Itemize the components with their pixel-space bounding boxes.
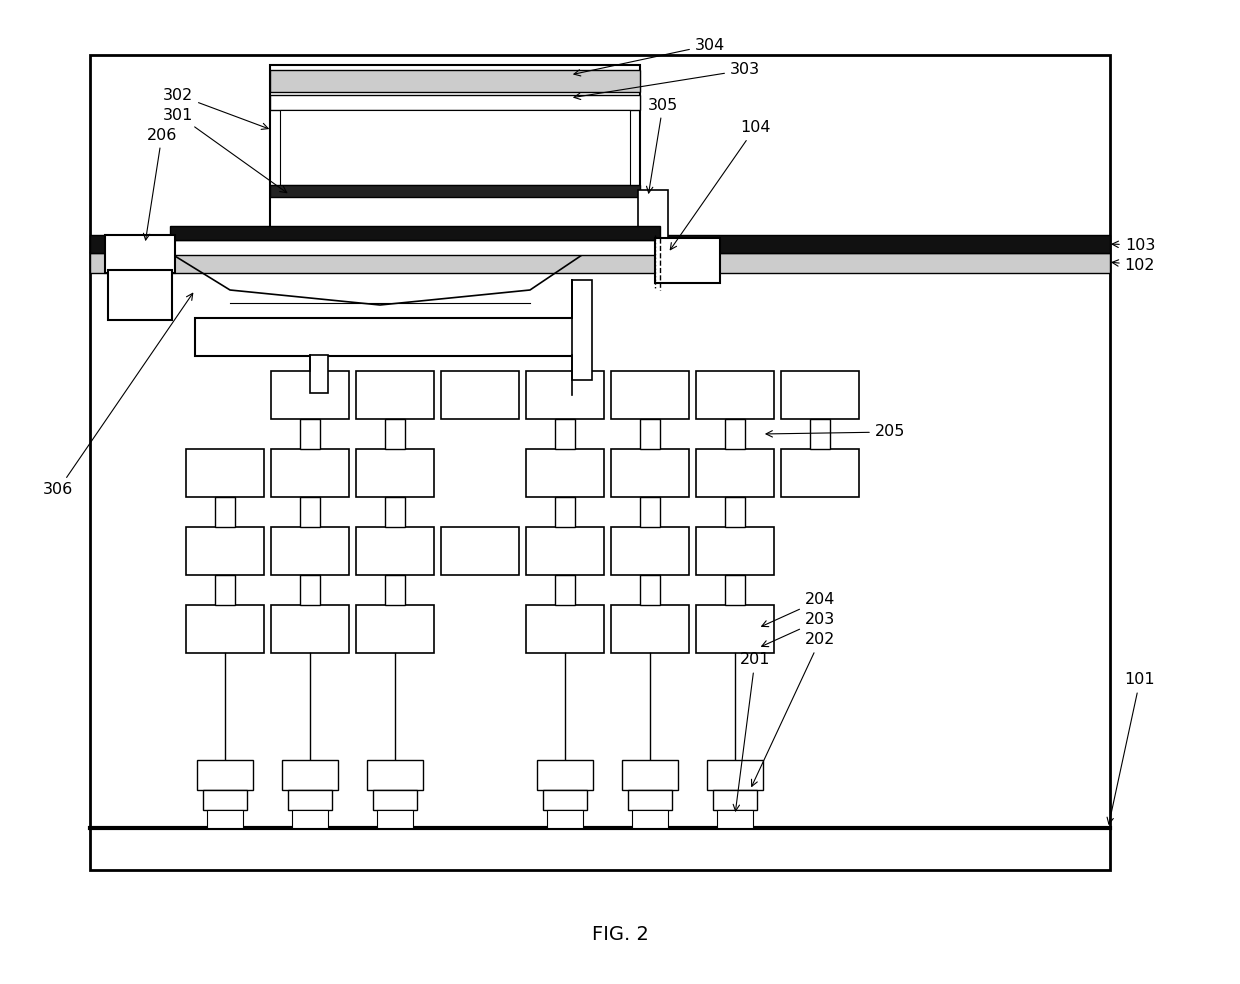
Bar xyxy=(537,760,593,790)
Bar xyxy=(639,190,668,238)
Bar xyxy=(655,238,720,283)
Bar xyxy=(356,527,434,575)
Bar xyxy=(197,760,253,790)
Bar xyxy=(195,318,575,356)
Bar xyxy=(300,575,320,605)
Bar xyxy=(441,371,520,419)
Text: 305: 305 xyxy=(646,97,678,193)
Bar xyxy=(300,419,320,449)
Text: 302: 302 xyxy=(162,88,268,129)
Bar xyxy=(384,497,405,527)
Bar xyxy=(186,527,264,575)
Bar xyxy=(556,419,575,449)
Bar xyxy=(272,605,348,653)
Bar xyxy=(288,790,332,810)
Bar xyxy=(611,527,689,575)
Bar xyxy=(384,575,405,605)
Bar xyxy=(696,527,774,575)
Bar xyxy=(281,760,339,790)
Bar xyxy=(105,235,175,273)
Bar xyxy=(713,790,756,810)
Text: 306: 306 xyxy=(43,293,192,498)
Bar xyxy=(526,527,604,575)
Text: 104: 104 xyxy=(671,120,770,250)
Text: FIG. 2: FIG. 2 xyxy=(591,926,649,945)
Bar xyxy=(356,371,434,419)
Bar xyxy=(696,371,774,419)
Bar xyxy=(627,790,672,810)
Bar xyxy=(611,449,689,497)
Bar xyxy=(377,810,413,828)
Bar xyxy=(270,65,640,230)
Bar xyxy=(526,371,604,419)
Bar xyxy=(441,527,520,575)
Bar xyxy=(725,497,745,527)
Bar xyxy=(91,55,1110,870)
Bar xyxy=(207,810,243,828)
Text: 303: 303 xyxy=(574,63,760,99)
Text: 205: 205 xyxy=(766,424,905,440)
Text: 301: 301 xyxy=(162,107,286,193)
Bar xyxy=(215,497,236,527)
Bar xyxy=(272,449,348,497)
Text: 102: 102 xyxy=(1112,258,1156,273)
Bar xyxy=(640,497,660,527)
Bar xyxy=(270,95,640,110)
Bar xyxy=(717,810,753,828)
Bar xyxy=(611,605,689,653)
Bar xyxy=(356,449,434,497)
Bar xyxy=(640,575,660,605)
Bar xyxy=(781,371,859,419)
Bar xyxy=(547,810,583,828)
Bar xyxy=(622,760,678,790)
Bar xyxy=(556,497,575,527)
Text: 203: 203 xyxy=(761,612,835,646)
Bar xyxy=(272,527,348,575)
Bar xyxy=(270,185,640,197)
Bar xyxy=(611,371,689,419)
Bar xyxy=(556,575,575,605)
Text: 202: 202 xyxy=(751,633,836,786)
Text: 204: 204 xyxy=(761,592,836,627)
Bar xyxy=(367,760,423,790)
Text: 103: 103 xyxy=(1112,237,1156,253)
Bar xyxy=(572,280,591,380)
Bar xyxy=(310,355,329,393)
Bar xyxy=(725,419,745,449)
Bar xyxy=(291,810,329,828)
Bar xyxy=(203,790,247,810)
Bar xyxy=(91,253,1110,273)
Bar xyxy=(108,270,172,320)
Bar xyxy=(725,575,745,605)
Bar xyxy=(696,449,774,497)
Bar xyxy=(270,70,640,92)
Bar xyxy=(781,449,859,497)
Bar xyxy=(170,226,660,240)
Bar xyxy=(543,790,587,810)
Text: 101: 101 xyxy=(1107,672,1156,824)
Bar xyxy=(632,810,668,828)
Bar xyxy=(186,449,264,497)
Bar xyxy=(526,449,604,497)
Bar xyxy=(356,605,434,653)
Bar xyxy=(170,240,660,255)
Bar xyxy=(186,605,264,653)
Bar xyxy=(280,110,630,185)
Bar xyxy=(696,605,774,653)
Text: 304: 304 xyxy=(574,37,725,76)
Bar xyxy=(526,605,604,653)
Bar xyxy=(215,575,236,605)
Bar xyxy=(300,497,320,527)
Bar xyxy=(810,419,830,449)
Bar xyxy=(640,419,660,449)
Bar xyxy=(91,235,1110,253)
Bar xyxy=(373,790,417,810)
Bar xyxy=(707,760,763,790)
Text: 201: 201 xyxy=(733,652,770,811)
Bar xyxy=(272,371,348,419)
Bar xyxy=(384,419,405,449)
Text: 206: 206 xyxy=(144,128,177,240)
